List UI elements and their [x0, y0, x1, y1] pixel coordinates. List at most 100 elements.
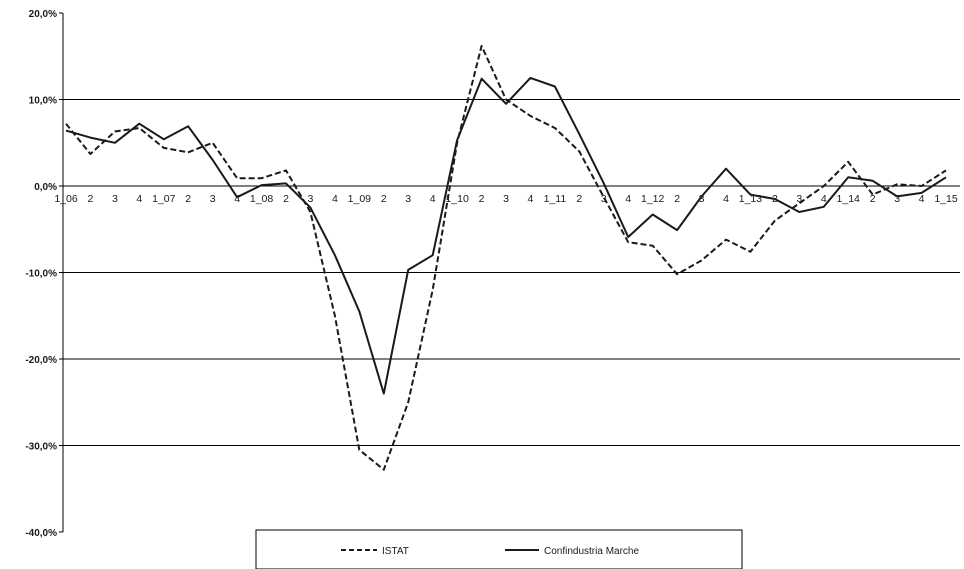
data-point — [529, 115, 531, 117]
data-point — [89, 137, 91, 139]
data-point — [896, 195, 898, 197]
x-tick-label: 1_14 — [837, 193, 861, 205]
data-point — [383, 469, 385, 471]
data-point — [138, 123, 140, 125]
x-tick-label: 1_07 — [152, 193, 176, 205]
x-tick-label: 2 — [674, 193, 680, 205]
data-point — [945, 169, 947, 171]
data-point — [529, 77, 531, 79]
data-point — [432, 289, 434, 291]
data-point — [578, 133, 580, 135]
x-axis-ticks: 1_06 2 3 4 1_07 2 3 4 1_08 2 3 4 1_09 2 3 4 1_10 2 3 4 1_11 2… — [54, 193, 958, 205]
x-tick-label: 2 — [479, 193, 485, 205]
data-point — [798, 202, 800, 204]
data-point — [652, 214, 654, 216]
legend: ISTAT Confindustria Marche — [255, 529, 743, 569]
x-tick-label: 1_12 — [641, 193, 665, 205]
series-line-istat — [65, 44, 947, 471]
x-tick-label: 1_06 — [54, 193, 78, 205]
data-point — [872, 194, 874, 196]
data-point — [383, 393, 385, 395]
x-tick-label: 1_11 — [544, 193, 567, 205]
data-point — [89, 153, 91, 155]
data-point — [163, 138, 165, 140]
data-point — [309, 211, 311, 213]
data-point — [236, 196, 238, 198]
data-point — [652, 245, 654, 247]
legend-label-istat: ISTAT — [382, 546, 409, 557]
data-point — [309, 207, 311, 209]
data-point — [334, 254, 336, 256]
legend-box — [255, 529, 743, 569]
data-point — [261, 177, 263, 179]
x-tick-label: 3 — [699, 193, 705, 205]
data-point — [627, 241, 629, 243]
data-point — [163, 147, 165, 149]
data-point — [725, 168, 727, 170]
x-tick-label: 1_08 — [250, 193, 274, 205]
x-tick-label: 2 — [283, 193, 289, 205]
data-point — [114, 131, 116, 133]
data-point — [407, 401, 409, 403]
x-tick-label: 3 — [503, 193, 509, 205]
x-tick-label: 3 — [308, 193, 314, 205]
y-axis-ticks: 20,0% 10,0% 0,0% -10,0% -20,0% -30,0% -40,0% — [25, 9, 63, 539]
data-point — [481, 78, 483, 80]
y-tick-label: -30,0% — [25, 442, 57, 453]
x-tick-label: 3 — [112, 193, 118, 205]
x-tick-label: 4 — [332, 193, 338, 205]
gridlines — [63, 99, 960, 446]
x-tick-label: 4 — [723, 193, 729, 205]
series-line-confindustria-marche — [65, 76, 947, 395]
data-point — [872, 180, 874, 182]
data-point — [774, 220, 776, 222]
data-point — [334, 315, 336, 317]
data-point — [358, 449, 360, 451]
data-point — [285, 169, 287, 171]
x-tick-label: 3 — [210, 193, 216, 205]
data-point — [603, 196, 605, 198]
y-tick-label: 10,0% — [29, 96, 57, 107]
data-point — [749, 251, 751, 253]
data-point — [65, 130, 67, 132]
data-point — [823, 206, 825, 208]
data-point — [65, 123, 67, 125]
data-point — [456, 139, 458, 141]
x-tick-label: 3 — [894, 193, 900, 205]
data-point — [749, 194, 751, 196]
y-tick-label: -40,0% — [25, 528, 57, 539]
data-point — [627, 236, 629, 238]
data-point — [285, 182, 287, 184]
data-point — [847, 161, 849, 163]
x-tick-label: 4 — [528, 193, 534, 205]
data-point — [578, 150, 580, 152]
x-tick-label: 3 — [405, 193, 411, 205]
y-tick-label: 0,0% — [34, 182, 57, 193]
data-point — [774, 198, 776, 200]
data-point — [481, 45, 483, 47]
data-point — [725, 239, 727, 241]
data-point — [261, 184, 263, 186]
data-point — [701, 259, 703, 261]
x-tick-label: 4 — [430, 193, 436, 205]
data-point — [432, 254, 434, 256]
x-tick-label: 4 — [234, 193, 240, 205]
data-point — [212, 142, 214, 144]
data-point — [212, 159, 214, 161]
data-point — [505, 103, 507, 105]
data-point — [676, 229, 678, 231]
x-tick-label: 1_09 — [348, 193, 372, 205]
data-point — [236, 177, 238, 179]
x-tick-label: 1_15 — [934, 193, 958, 205]
x-tick-label: 2 — [88, 193, 94, 205]
y-tick-label: 20,0% — [29, 9, 57, 20]
data-point — [407, 269, 409, 271]
x-tick-label: 4 — [919, 193, 925, 205]
y-tick-label: -10,0% — [25, 269, 57, 280]
data-point — [921, 192, 923, 194]
data-point — [187, 125, 189, 127]
data-point — [138, 127, 140, 129]
series-layer — [65, 44, 947, 471]
data-point — [603, 182, 605, 184]
